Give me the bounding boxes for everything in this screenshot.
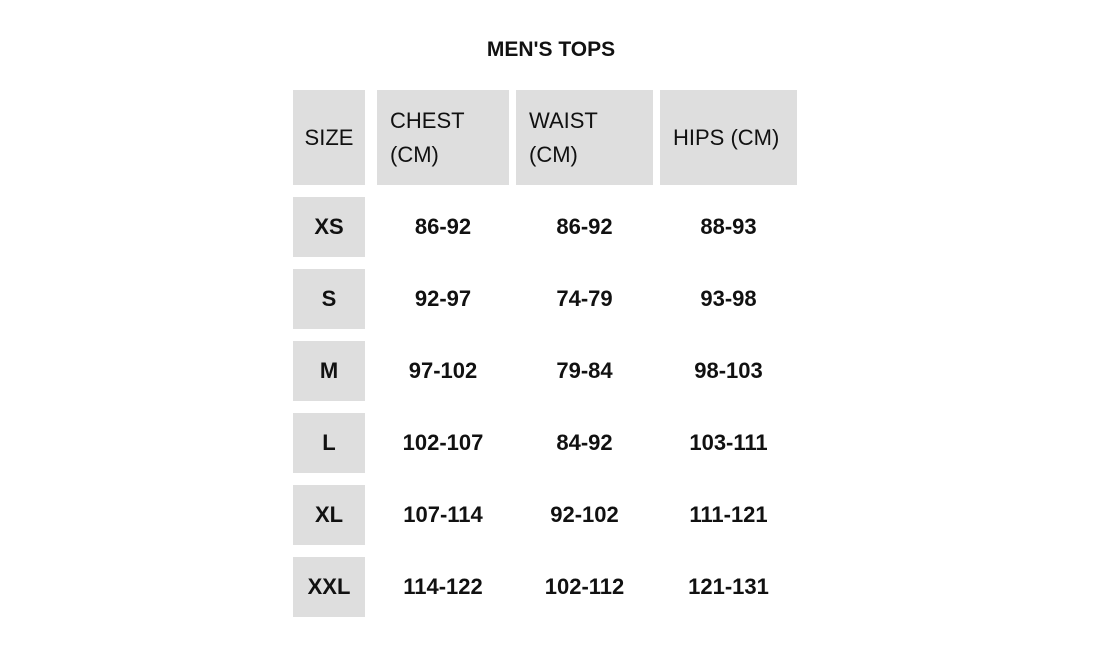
cell-hips: 121-131 <box>688 574 769 599</box>
cell-chest: 102-107 <box>402 430 484 455</box>
cell-size: M <box>293 341 365 401</box>
cell-size: XXL <box>293 557 365 617</box>
cell-chest: 107-114 <box>403 502 483 527</box>
cell-waist: 86-92 <box>556 214 613 239</box>
header-chest: CHEST (CM) <box>377 90 509 185</box>
cell-chest: 114-122 <box>403 574 483 599</box>
cell-chest: 97-102 <box>408 358 478 383</box>
cell-hips: 103-111 <box>689 430 768 455</box>
cell-hips: 98-103 <box>694 358 763 383</box>
cell-size: XS <box>293 197 365 257</box>
cell-chest: 86-92 <box>414 214 472 239</box>
cell-waist: 102-112 <box>544 574 625 599</box>
cell-waist: 74-79 <box>556 286 613 311</box>
cell-hips: 111-121 <box>689 502 768 527</box>
header-size: SIZE <box>293 90 365 185</box>
cell-size: L <box>293 413 365 473</box>
cell-waist: 79-84 <box>556 358 613 383</box>
cell-size: S <box>293 269 365 329</box>
cell-size: XL <box>293 485 365 545</box>
cell-hips: 88-93 <box>700 214 757 239</box>
page-title: MEN'S TOPS <box>486 38 616 61</box>
cell-waist: 92-102 <box>550 502 619 527</box>
size-chart-table: SIZE CHEST (CM) WAIST (CM) HIPS (CM) XS 8… <box>293 90 797 617</box>
header-waist: WAIST (CM) <box>516 90 653 185</box>
header-hips: HIPS (CM) <box>660 90 797 185</box>
cell-waist: 84-92 <box>556 430 613 455</box>
cell-chest: 92-97 <box>414 286 472 311</box>
cell-hips: 93-98 <box>700 286 757 311</box>
